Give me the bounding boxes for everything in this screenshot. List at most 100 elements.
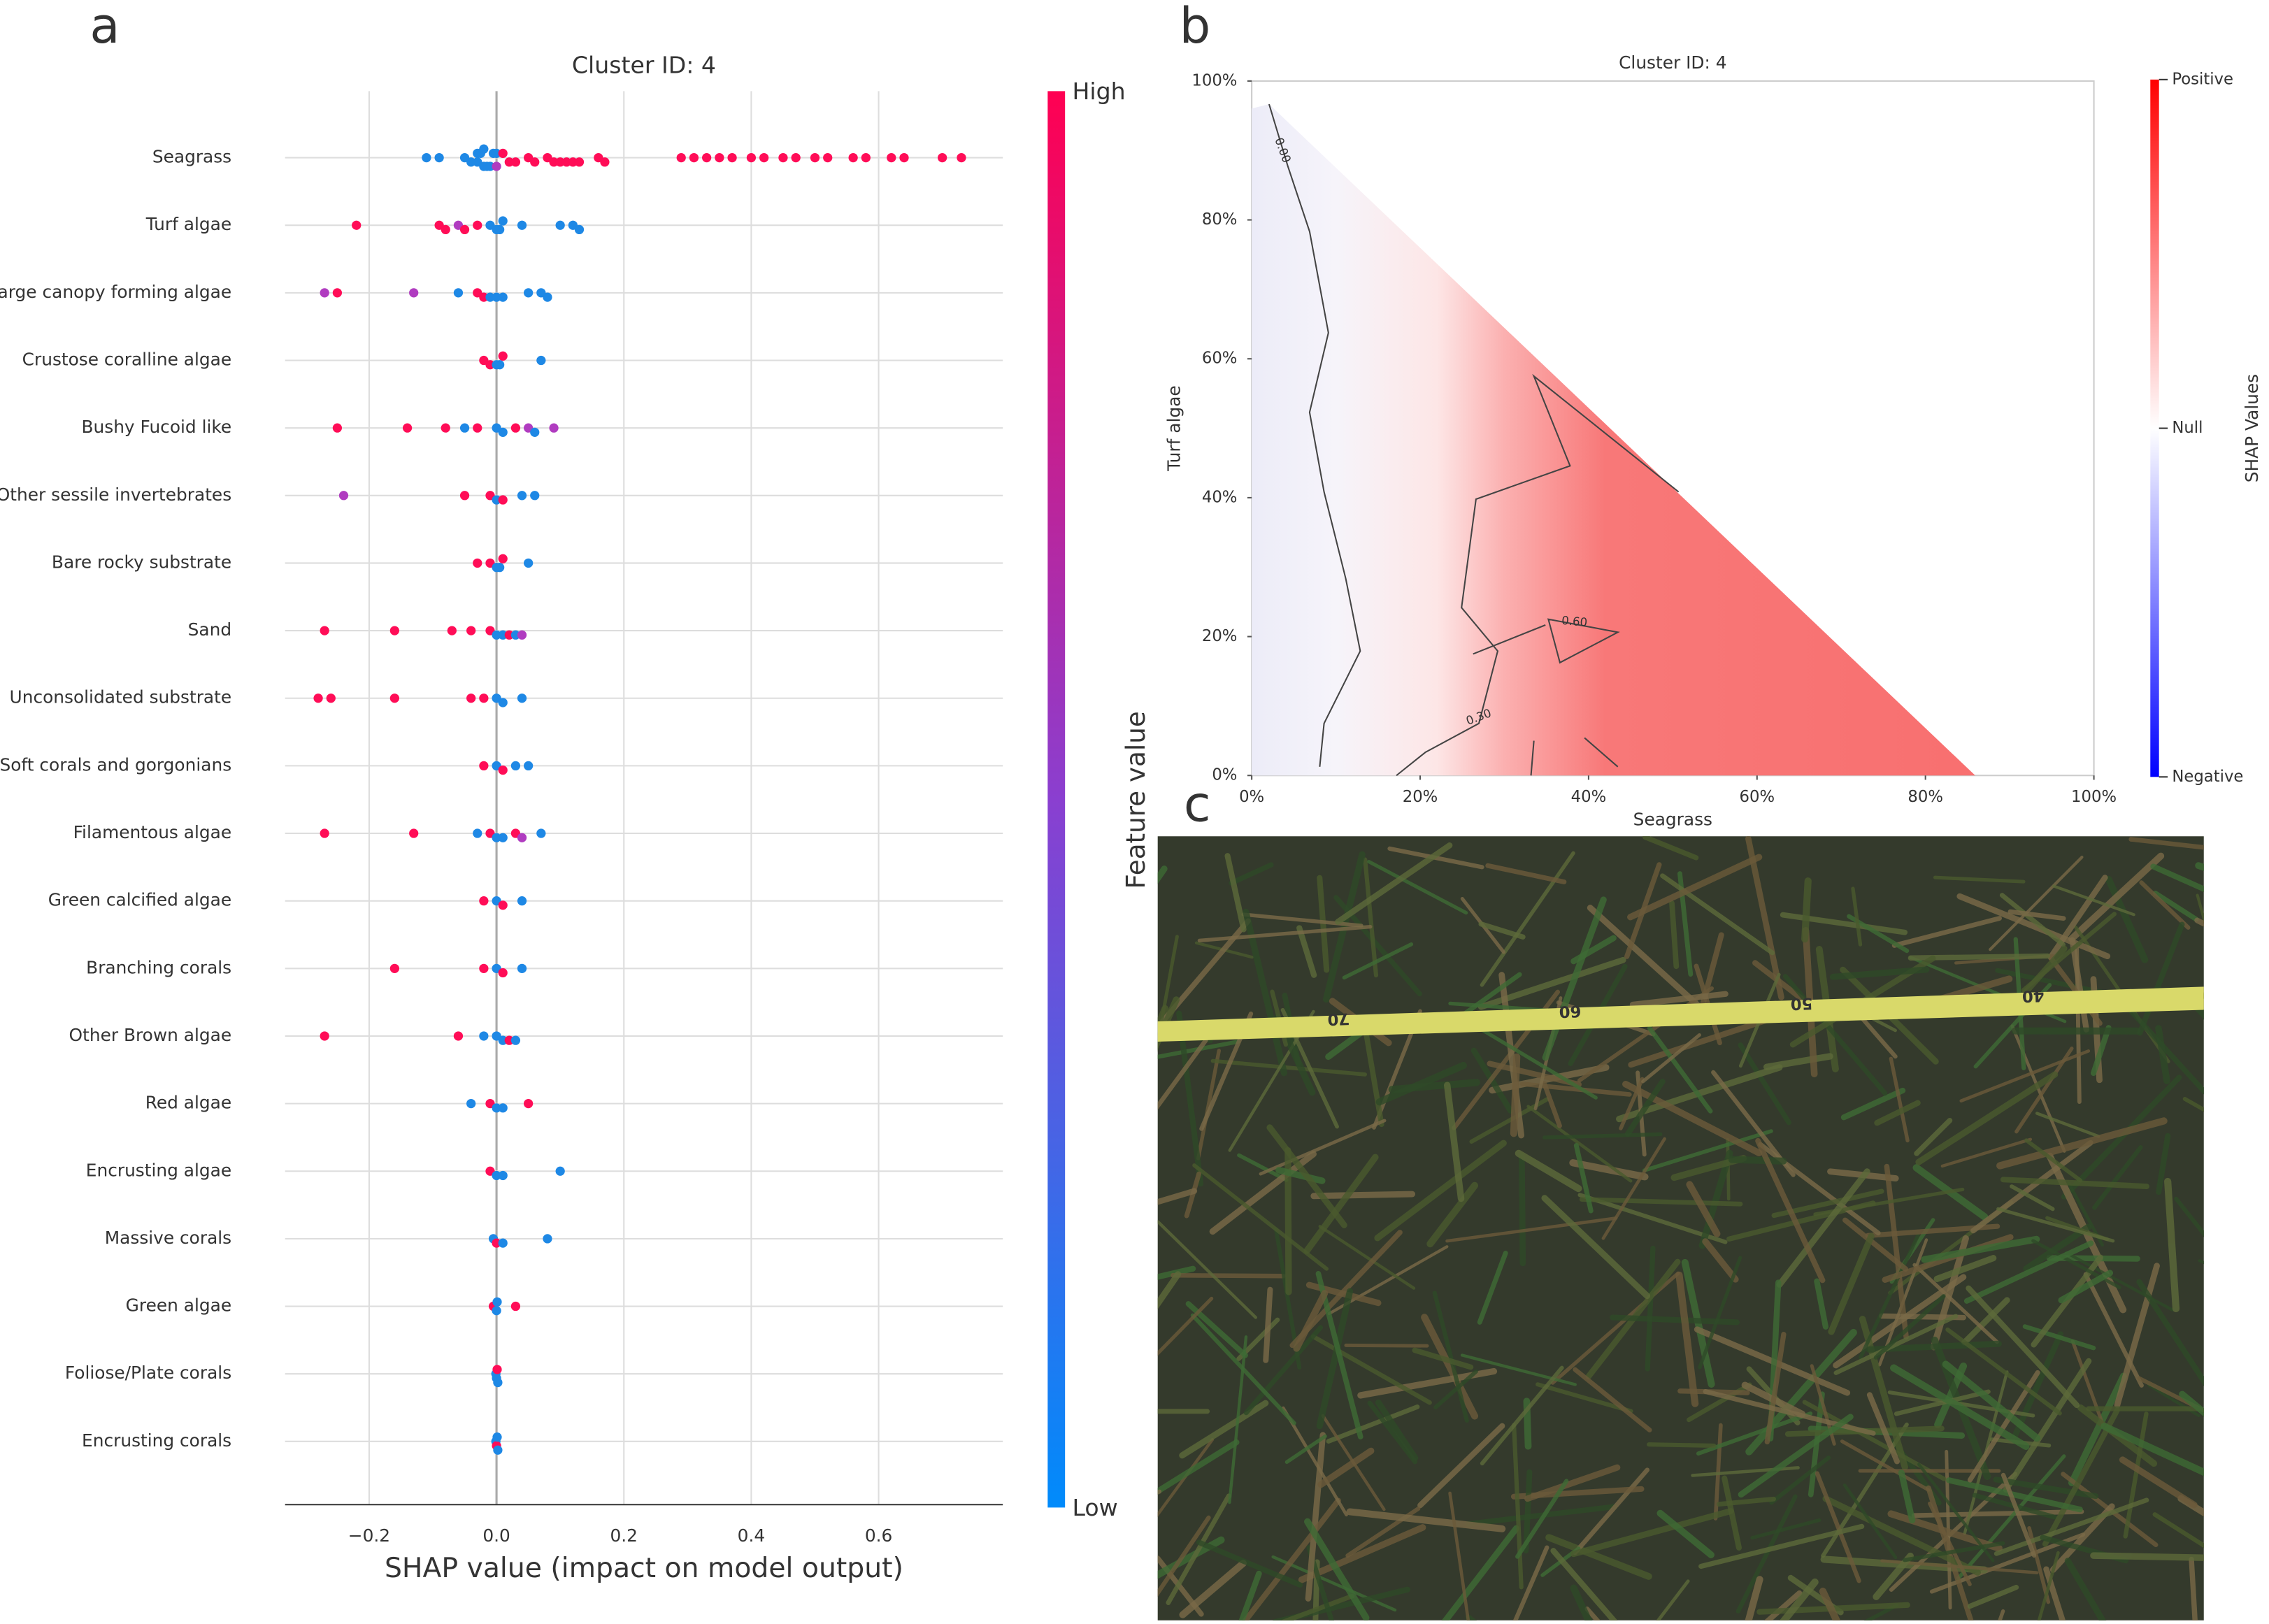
blade: [1873, 1552, 1914, 1600]
tape-mark: 60: [1559, 1002, 1582, 1021]
blade: [1921, 1235, 2040, 1263]
category-label: Green algae: [126, 1295, 231, 1316]
contour-label: 0.60: [1561, 614, 1588, 629]
blade: [1769, 1456, 1831, 1505]
seagrass-blades: [1157, 836, 2204, 1621]
blade: [1822, 1495, 1981, 1576]
point: [492, 292, 501, 302]
blade: [1890, 1364, 2030, 1451]
y-tick-label: 20%: [1202, 627, 1238, 645]
point: [409, 828, 419, 838]
point: [530, 491, 540, 501]
point: [498, 900, 508, 910]
point: [498, 148, 508, 158]
colorbar-high: High: [1073, 78, 1126, 105]
blade: [2137, 921, 2185, 1036]
point: [492, 148, 501, 158]
point: [495, 360, 505, 370]
blade: [2043, 1566, 2066, 1621]
blade: [1362, 1023, 1384, 1128]
point: [555, 220, 565, 230]
blade: [1210, 1058, 1368, 1077]
contour-line: [1473, 618, 1620, 776]
blade: [2042, 1407, 2120, 1547]
point: [447, 626, 457, 635]
blade: [1851, 886, 1863, 947]
colorbar: [2150, 79, 2159, 777]
x-tick-label: 60%: [1740, 788, 1775, 806]
point: [453, 1031, 464, 1041]
point: [492, 1432, 502, 1442]
blade: [1866, 1392, 1900, 1465]
point: [493, 1445, 503, 1455]
point: [492, 630, 501, 640]
blade: [2174, 1196, 2204, 1237]
blade: [1738, 1414, 1854, 1498]
blade: [1989, 856, 2084, 951]
colorbar-low: Low: [1073, 1494, 1118, 1521]
category-label: Filamentous algae: [73, 822, 232, 842]
x-axis-label: Seagrass: [1633, 809, 1712, 829]
category-label: Large canopy forming algae: [0, 282, 231, 302]
blade: [2195, 862, 2204, 871]
blade: [1157, 1439, 1240, 1495]
blade: [1702, 1238, 1739, 1283]
point: [517, 491, 527, 501]
blade: [1375, 1399, 1419, 1461]
blade: [1713, 1423, 1723, 1521]
blade: [1448, 1491, 1470, 1621]
point: [574, 157, 585, 167]
blade: [2194, 917, 2204, 927]
blade: [1266, 1124, 1347, 1228]
blade: [1940, 1137, 2033, 1168]
blade: [1184, 1171, 1201, 1219]
blade: [1873, 1294, 1946, 1360]
point: [479, 896, 489, 906]
point: [493, 1377, 503, 1388]
category-label: Seagrass: [152, 147, 231, 167]
blade: [1281, 1406, 1348, 1517]
blade: [1523, 1469, 1533, 1554]
chart-title: Cluster ID: 4: [572, 52, 716, 79]
category-label: Turf algae: [145, 214, 231, 234]
y-tick-label: 0%: [1212, 766, 1237, 784]
point: [524, 761, 534, 771]
blade: [1601, 1137, 1666, 1240]
point: [492, 495, 501, 505]
point: [498, 833, 508, 842]
point: [473, 423, 482, 433]
blade: [1541, 1195, 1651, 1300]
x-tick-label: 0.0: [482, 1525, 510, 1546]
point: [504, 1035, 514, 1045]
point: [498, 698, 508, 707]
colorbar-tick-label: Negative: [2172, 768, 2243, 786]
blade: [1197, 924, 1373, 943]
blade: [1374, 1140, 1507, 1242]
blade: [1433, 1369, 1478, 1409]
point: [524, 288, 534, 298]
blade: [1698, 1149, 1733, 1249]
point: [409, 288, 419, 298]
point: [492, 833, 501, 842]
blade: [1421, 1314, 1479, 1420]
blade: [1764, 1332, 1787, 1445]
category-label: Red algae: [145, 1093, 231, 1113]
blade: [1933, 875, 2026, 884]
blade: [2012, 1331, 2064, 1439]
point: [479, 144, 489, 154]
tape-mark: 40: [2021, 986, 2045, 1005]
blade: [1157, 1037, 1208, 1110]
blade: [1999, 893, 2066, 947]
blade: [1573, 1367, 1652, 1432]
point: [466, 694, 476, 703]
point: [479, 761, 489, 771]
blade: [1157, 1040, 1240, 1059]
blade: [1891, 916, 2002, 948]
point: [543, 292, 552, 302]
blade: [1903, 1541, 2005, 1562]
point: [459, 224, 470, 235]
blade: [1157, 1489, 1162, 1495]
blade: [1570, 1508, 1734, 1558]
blade: [1569, 1159, 1649, 1181]
tape-mark: 50: [1790, 994, 1813, 1013]
